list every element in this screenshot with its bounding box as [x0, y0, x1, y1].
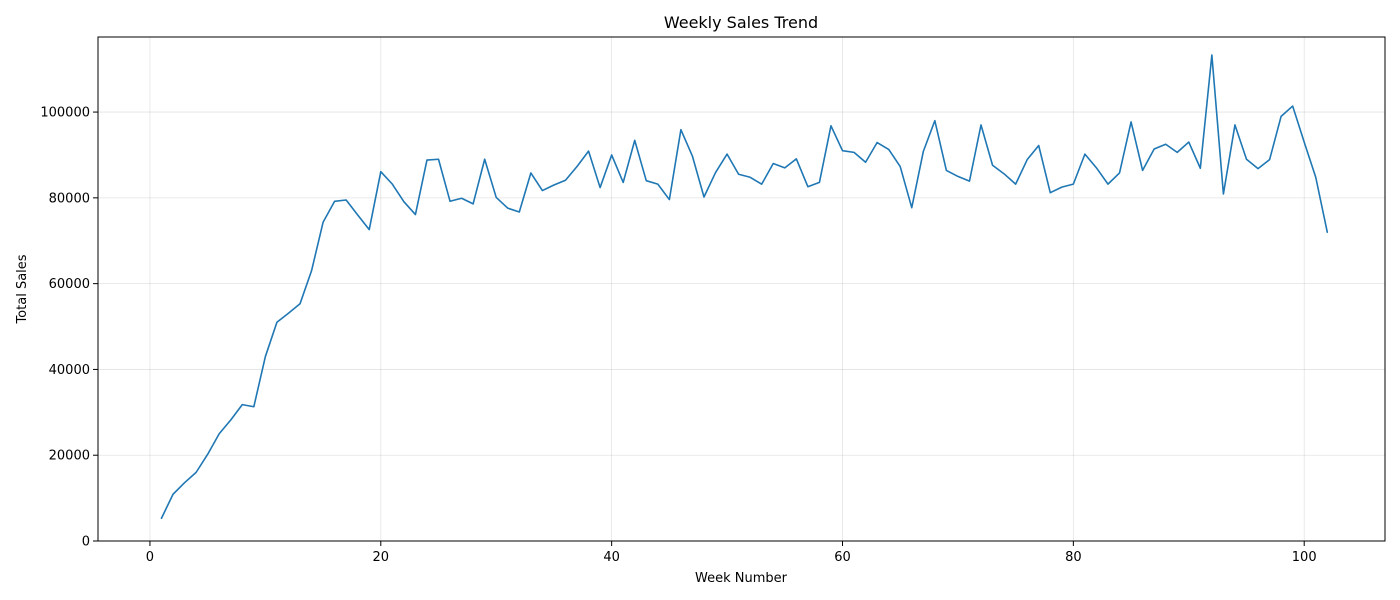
y-tick-label: 100000: [40, 106, 90, 121]
grid-layer: [98, 37, 1385, 542]
x-tick-label: 20: [373, 550, 390, 565]
series-line: [160, 54, 1329, 520]
y-tick-label: 40000: [49, 363, 90, 378]
axis-layer: 0 20 40 60 80 100 0 20000 40000 60000 80000 100000: [40, 36, 1386, 565]
y-axis-label: Total Sales: [15, 254, 30, 324]
x-tick-label: 0: [146, 550, 154, 565]
x-tick-label: 80: [1065, 550, 1082, 565]
y-tick-label: 60000: [49, 277, 90, 292]
plot-frame: [97, 36, 1386, 542]
x-tick-label: 100: [1292, 550, 1317, 565]
series-layer: [160, 54, 1329, 520]
y-tick-label: 0: [82, 535, 90, 550]
chart-title: Weekly Sales Trend: [664, 13, 818, 32]
y-tick-label: 20000: [49, 449, 90, 464]
x-tick-label: 60: [834, 550, 851, 565]
y-tick-label: 80000: [49, 191, 90, 206]
x-tick-label: 40: [603, 550, 620, 565]
x-axis-label: Week Number: [695, 571, 788, 586]
